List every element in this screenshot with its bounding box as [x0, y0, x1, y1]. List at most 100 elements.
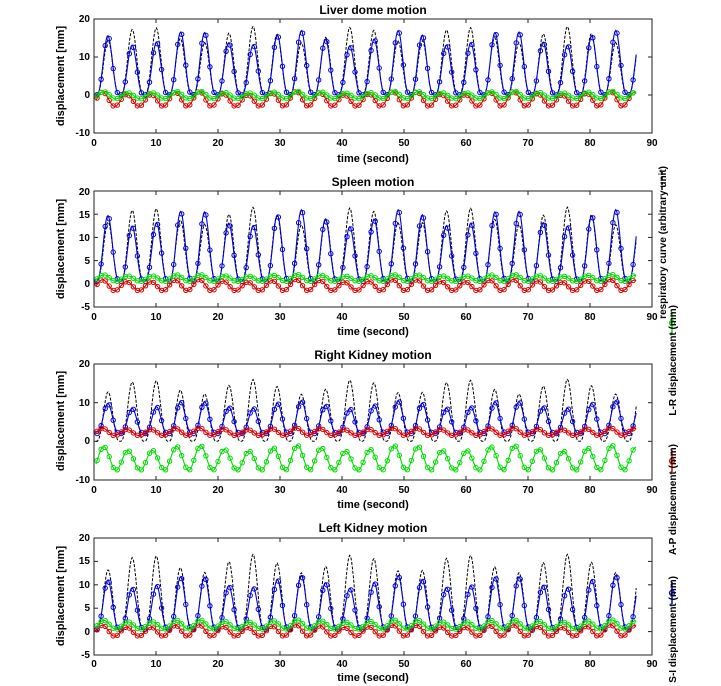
series-point-si [352, 69, 358, 75]
series-point-si [356, 90, 362, 96]
plot-area: 0 10 20 30 40 50 60 70 80 90 -10 0 10 20 [76, 14, 658, 149]
series-point-si [98, 76, 104, 83]
series-point-lr [348, 456, 354, 462]
series-point-ap [505, 281, 511, 287]
series-point-si [179, 211, 185, 217]
series-point-si [376, 65, 382, 71]
series-point-ap [324, 283, 330, 290]
series-point-lr [106, 92, 112, 98]
series-point-ap [428, 287, 435, 293]
series-point-ap [453, 287, 459, 293]
series-point-lr [162, 626, 169, 632]
series-point-lr [102, 89, 108, 95]
series-point-ap [549, 632, 556, 639]
series-point-lr [392, 272, 398, 278]
series-point-lr [259, 467, 265, 473]
series-point-lr [610, 617, 616, 623]
series-point-si [445, 586, 451, 592]
series-point-si [348, 226, 354, 232]
series-point-si [372, 403, 378, 409]
series-point-si [102, 223, 108, 230]
series-point-ap [578, 282, 584, 288]
series-point-si [392, 40, 398, 46]
y-tick-label: -10 [76, 128, 91, 139]
series-point-lr [207, 464, 213, 471]
legend-entry-si: S-I displacement (mm) [668, 576, 679, 683]
series-point-ap [348, 430, 354, 436]
series-point-si [122, 264, 129, 270]
series-point-si [299, 575, 306, 581]
series-point-lr [590, 621, 596, 627]
series-point-lr [445, 456, 451, 462]
series-point-ap [223, 279, 229, 285]
series-point-lr [263, 93, 270, 99]
series-point-si [424, 249, 431, 255]
series-point-si [175, 405, 181, 411]
series-point-ap [578, 429, 584, 435]
series-point-ap [150, 625, 157, 631]
series-lr [94, 88, 637, 102]
plot-frame [93, 18, 653, 134]
series-point-si [279, 602, 286, 609]
series-point-lr [404, 626, 411, 632]
panel-spleen: Spleen motion time (second) displacement… [55, 175, 658, 338]
series-point-si [203, 32, 209, 38]
series-point-lr [259, 626, 265, 632]
series-point-si [590, 35, 596, 41]
series-point-ap [380, 287, 386, 293]
series-point-lr [130, 275, 137, 281]
x-axis-label: time (second) [337, 499, 409, 511]
series-point-si [110, 604, 116, 610]
series-point-si [223, 48, 229, 54]
series-point-ap [445, 98, 451, 104]
series-point-si [271, 586, 278, 593]
series-point-ap [380, 632, 386, 638]
series-point-si [344, 52, 350, 58]
series-point-ap [586, 624, 592, 630]
series-point-ap [513, 277, 519, 284]
series-point-lr [517, 91, 523, 98]
series-point-si [533, 78, 540, 84]
series-point-ap [332, 632, 338, 638]
x-tick-label: 30 [274, 138, 286, 149]
series-point-ap [275, 429, 282, 436]
series-point-ap [142, 429, 149, 435]
series-point-ap [513, 623, 519, 629]
series-point-lr [574, 95, 580, 102]
series-point-lr [372, 621, 378, 628]
series-point-lr [283, 278, 290, 284]
series-point-lr [179, 621, 185, 627]
series-point-ap [275, 97, 282, 103]
series-point-si [106, 35, 112, 42]
series-point-si [376, 604, 382, 610]
series-point-si [154, 583, 161, 590]
series-point-lr [630, 619, 636, 625]
series-point-ap [380, 432, 386, 438]
series-point-si [545, 418, 552, 425]
series-point-ap [537, 624, 544, 631]
series-point-lr [432, 623, 439, 629]
series-point-lr [574, 626, 580, 632]
series-point-ap [574, 432, 580, 438]
series-point-ap [404, 286, 411, 293]
series-point-si [207, 416, 213, 422]
series-point-lr [497, 464, 503, 470]
series-point-lr [211, 278, 217, 284]
panel-title: Right Kidney motion [314, 348, 431, 362]
series-point-si [275, 34, 282, 40]
tick-marks [93, 18, 653, 134]
series-point-ap [102, 426, 108, 432]
series-point-si [195, 76, 201, 82]
series-point-lr [324, 275, 330, 281]
series-point-lr [162, 95, 169, 102]
series-point-lr [553, 276, 560, 283]
x-axis-label: time (second) [337, 153, 409, 165]
series-point-lr [227, 275, 233, 281]
series-point-lr [275, 274, 282, 281]
series-point-ap [368, 427, 374, 433]
series-point-ap [384, 281, 390, 288]
series-point-si [154, 41, 161, 47]
series-point-lr [215, 623, 221, 629]
series-point-ap [481, 282, 487, 288]
series-point-ap [598, 286, 604, 293]
